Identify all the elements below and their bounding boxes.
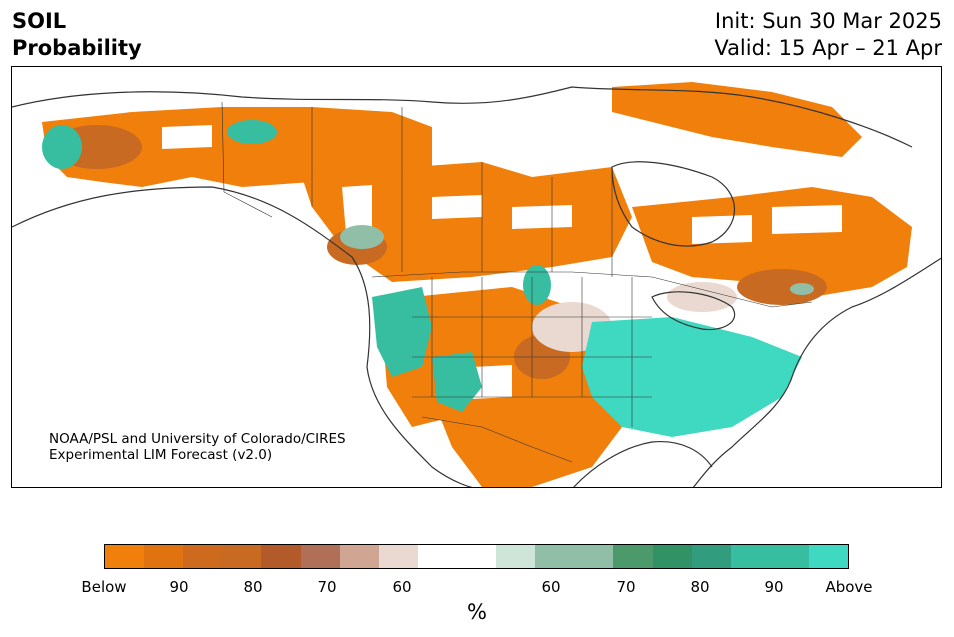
title-variable: SOIL xyxy=(12,9,67,33)
colorbar-segment xyxy=(808,545,849,568)
province-lines xyxy=(311,107,613,277)
colorbar-segment xyxy=(261,545,301,568)
coastlines xyxy=(12,86,941,487)
map-title: SOIL Probability xyxy=(12,8,142,62)
map-credit: NOAA/PSL and University of Colorado/CIRE… xyxy=(49,431,346,463)
hudson-bay xyxy=(611,161,735,247)
gap-4 xyxy=(692,215,752,244)
colorbar-unit: % xyxy=(467,600,487,624)
map-canvas xyxy=(12,82,941,487)
ontario-below-core xyxy=(737,269,827,305)
forecast-dates: Init: Sun 30 Mar 2025 Valid: 15 Apr – 21… xyxy=(714,8,942,62)
colorbar-segment xyxy=(730,545,770,568)
colorbar-tick-label: 70 xyxy=(616,578,636,596)
northern-arctic-band xyxy=(612,82,862,157)
yukon-above xyxy=(227,120,277,144)
colorbar-tick-label: 70 xyxy=(317,578,337,596)
great-lakes xyxy=(651,291,736,331)
colorbar-segment xyxy=(144,545,184,568)
east-coast xyxy=(692,257,941,487)
colorbar-tick-label: 90 xyxy=(764,578,784,596)
init-date: Init: Sun 30 Mar 2025 xyxy=(714,9,942,33)
gap-7 xyxy=(162,125,212,149)
colorbar-segment xyxy=(105,545,145,568)
political-borders xyxy=(221,101,813,463)
colorbar-segment xyxy=(574,545,614,568)
alaska-yukon-band xyxy=(42,107,432,187)
west-coast xyxy=(12,186,473,487)
gap-5 xyxy=(772,205,842,234)
bc-above xyxy=(340,225,384,249)
colorbar-segment xyxy=(613,545,653,568)
colorbar-segment xyxy=(769,545,809,568)
colorbar-tick-label: 80 xyxy=(690,578,710,596)
north-coast xyxy=(12,86,913,148)
colorbar-segment xyxy=(183,545,223,568)
alaska-above xyxy=(42,125,82,169)
alaska-border xyxy=(221,101,273,218)
pacific-nw-above xyxy=(372,287,432,377)
forecast-map: NOAA/PSL and University of Colorado/CIRE… xyxy=(11,66,942,488)
valid-range: Valid: 15 Apr – 21 Apr xyxy=(714,36,942,60)
mississippi-above xyxy=(582,317,802,437)
gap-2 xyxy=(432,195,482,219)
colorbar-tick-label: 60 xyxy=(541,578,561,596)
colorbar xyxy=(104,544,849,569)
dakotas-above xyxy=(523,265,551,305)
credit-line-1: NOAA/PSL and University of Colorado/CIRE… xyxy=(49,431,346,447)
colorbar-tick-label: 60 xyxy=(392,578,412,596)
colorbar-tick-label: Above xyxy=(825,578,873,596)
title-kind: Probability xyxy=(12,36,142,60)
colorbar-segment xyxy=(496,545,536,568)
gap-3 xyxy=(512,205,572,229)
state-lines xyxy=(412,277,652,427)
colorbar-tick-label: Below xyxy=(81,578,127,596)
quebec-above xyxy=(790,283,814,295)
us-canada-border xyxy=(371,271,813,308)
colorbar-segment xyxy=(222,545,262,568)
great-lakes-weak xyxy=(667,282,737,312)
colorbar-segment xyxy=(339,545,379,568)
colorbar-segment xyxy=(378,545,418,568)
colorbar-tick-label: 80 xyxy=(243,578,263,596)
colorbar-segment xyxy=(300,545,340,568)
colorbar-segment xyxy=(535,545,575,568)
colorbar-segment xyxy=(652,545,692,568)
colorbar-segment xyxy=(456,545,497,568)
colorbar-tick-label: 90 xyxy=(169,578,189,596)
gulf-coast xyxy=(573,440,713,487)
above-normal-regions xyxy=(42,120,814,437)
colorbar-segment xyxy=(691,545,731,568)
mexico-border xyxy=(421,416,573,463)
colorbar-segment xyxy=(417,545,457,568)
credit-line-2: Experimental LIM Forecast (v2.0) xyxy=(49,447,273,463)
